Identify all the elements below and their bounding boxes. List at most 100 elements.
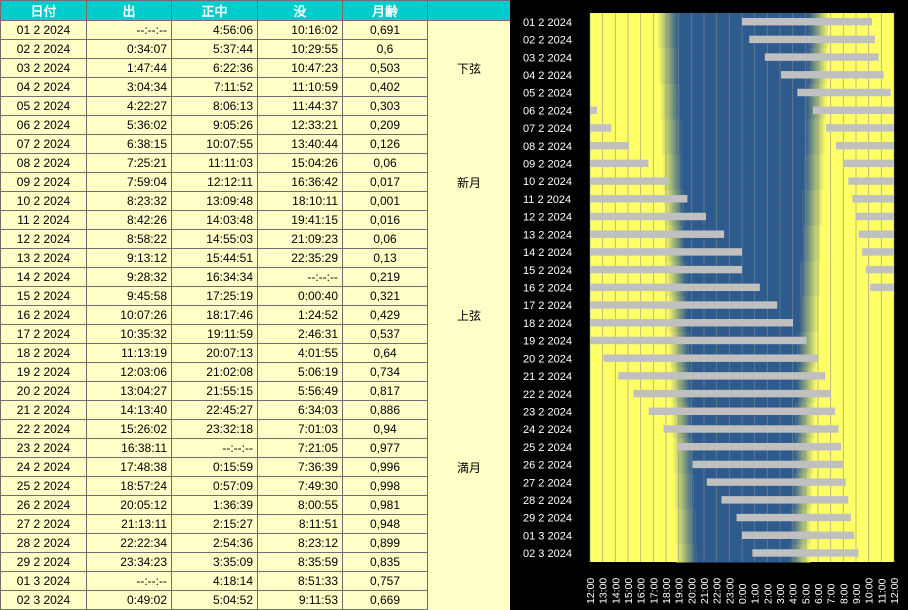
- cell-date[interactable]: 29 2 2024: [0, 552, 87, 572]
- cell-date[interactable]: 21 2 2024: [0, 400, 87, 420]
- cell-moon-age[interactable]: 0,001: [342, 191, 428, 211]
- cell-transit[interactable]: 10:07:55: [171, 134, 258, 154]
- cell-rise[interactable]: 9:45:58: [86, 286, 172, 306]
- cell-set[interactable]: 5:56:49: [257, 381, 343, 401]
- cell-rise[interactable]: 11:13:19: [86, 343, 172, 363]
- cell-phase-event[interactable]: [427, 590, 511, 610]
- cell-phase-event[interactable]: [427, 20, 511, 40]
- cell-moon-age[interactable]: 0,886: [342, 400, 428, 420]
- cell-moon-age[interactable]: 0,537: [342, 324, 428, 344]
- cell-rise[interactable]: 22:22:34: [86, 533, 172, 553]
- cell-transit[interactable]: 22:45:27: [171, 400, 258, 420]
- cell-phase-event[interactable]: [427, 267, 511, 287]
- cell-set[interactable]: 8:11:51: [257, 514, 343, 534]
- cell-date[interactable]: 01 2 2024: [0, 20, 87, 40]
- cell-rise[interactable]: 7:25:21: [86, 153, 172, 173]
- cell-moon-age[interactable]: 0,948: [342, 514, 428, 534]
- cell-moon-age[interactable]: 0,757: [342, 571, 428, 591]
- cell-phase-event[interactable]: 満月: [427, 457, 511, 477]
- cell-set[interactable]: 0:00:40: [257, 286, 343, 306]
- cell-transit[interactable]: 4:56:06: [171, 20, 258, 40]
- cell-date[interactable]: 12 2 2024: [0, 229, 87, 249]
- cell-set[interactable]: 5:06:19: [257, 362, 343, 382]
- cell-transit[interactable]: 0:57:09: [171, 476, 258, 496]
- cell-transit[interactable]: 14:03:48: [171, 210, 258, 230]
- header-transit[interactable]: 正中: [171, 0, 258, 21]
- cell-transit[interactable]: 3:35:09: [171, 552, 258, 572]
- cell-set[interactable]: 4:01:55: [257, 343, 343, 363]
- cell-rise[interactable]: 16:38:11: [86, 438, 172, 458]
- cell-date[interactable]: 17 2 2024: [0, 324, 87, 344]
- cell-moon-age[interactable]: 0,899: [342, 533, 428, 553]
- cell-phase-event[interactable]: [427, 571, 511, 591]
- cell-date[interactable]: 15 2 2024: [0, 286, 87, 306]
- cell-transit[interactable]: 20:07:13: [171, 343, 258, 363]
- cell-phase-event[interactable]: [427, 77, 511, 97]
- cell-rise[interactable]: 17:48:38: [86, 457, 172, 477]
- cell-phase-event[interactable]: 上弦: [427, 305, 511, 325]
- cell-phase-event[interactable]: [427, 343, 511, 363]
- cell-set[interactable]: 18:10:11: [257, 191, 343, 211]
- cell-date[interactable]: 08 2 2024: [0, 153, 87, 173]
- cell-phase-event[interactable]: [427, 419, 511, 439]
- cell-set[interactable]: 10:16:02: [257, 20, 343, 40]
- cell-set[interactable]: 8:35:59: [257, 552, 343, 572]
- cell-date[interactable]: 04 2 2024: [0, 77, 87, 97]
- cell-set[interactable]: 6:34:03: [257, 400, 343, 420]
- cell-phase-event[interactable]: [427, 229, 511, 249]
- cell-date[interactable]: 13 2 2024: [0, 248, 87, 268]
- cell-phase-event[interactable]: [427, 153, 511, 173]
- cell-transit[interactable]: 11:11:03: [171, 153, 258, 173]
- cell-set[interactable]: 7:01:03: [257, 419, 343, 439]
- cell-phase-event[interactable]: [427, 476, 511, 496]
- cell-date[interactable]: 26 2 2024: [0, 495, 87, 515]
- cell-moon-age[interactable]: 0,734: [342, 362, 428, 382]
- cell-transit[interactable]: 19:11:59: [171, 324, 258, 344]
- cell-date[interactable]: 25 2 2024: [0, 476, 87, 496]
- cell-date[interactable]: 11 2 2024: [0, 210, 87, 230]
- header-date[interactable]: 日付: [0, 0, 87, 21]
- cell-date[interactable]: 16 2 2024: [0, 305, 87, 325]
- cell-set[interactable]: 19:41:15: [257, 210, 343, 230]
- cell-moon-age[interactable]: 0,13: [342, 248, 428, 268]
- cell-moon-age[interactable]: 0,209: [342, 115, 428, 135]
- cell-moon-age[interactable]: 0,303: [342, 96, 428, 116]
- cell-transit[interactable]: 21:02:08: [171, 362, 258, 382]
- cell-set[interactable]: 1:24:52: [257, 305, 343, 325]
- cell-set[interactable]: 10:29:55: [257, 39, 343, 59]
- cell-moon-age[interactable]: 0,691: [342, 20, 428, 40]
- cell-rise[interactable]: 21:13:11: [86, 514, 172, 534]
- cell-phase-event[interactable]: [427, 362, 511, 382]
- cell-phase-event[interactable]: [427, 286, 511, 306]
- cell-date[interactable]: 02 2 2024: [0, 39, 87, 59]
- cell-rise[interactable]: 8:23:32: [86, 191, 172, 211]
- cell-date[interactable]: 10 2 2024: [0, 191, 87, 211]
- cell-phase-event[interactable]: [427, 248, 511, 268]
- cell-moon-age[interactable]: 0,126: [342, 134, 428, 154]
- cell-rise[interactable]: --:--:--: [86, 571, 172, 591]
- cell-moon-age[interactable]: 0,321: [342, 286, 428, 306]
- cell-date[interactable]: 05 2 2024: [0, 96, 87, 116]
- cell-date[interactable]: 19 2 2024: [0, 362, 87, 382]
- header-rise[interactable]: 出: [86, 0, 172, 21]
- cell-moon-age[interactable]: 0,64: [342, 343, 428, 363]
- cell-rise[interactable]: 9:13:12: [86, 248, 172, 268]
- cell-rise[interactable]: 9:28:32: [86, 267, 172, 287]
- cell-rise[interactable]: 20:05:12: [86, 495, 172, 515]
- cell-transit[interactable]: 8:06:13: [171, 96, 258, 116]
- cell-rise[interactable]: 8:58:22: [86, 229, 172, 249]
- cell-phase-event[interactable]: 新月: [427, 172, 511, 192]
- cell-rise[interactable]: 10:07:26: [86, 305, 172, 325]
- cell-rise[interactable]: 15:26:02: [86, 419, 172, 439]
- cell-phase-event[interactable]: [427, 381, 511, 401]
- cell-moon-age[interactable]: 0,503: [342, 58, 428, 78]
- cell-set[interactable]: 15:04:26: [257, 153, 343, 173]
- cell-moon-age[interactable]: 0,817: [342, 381, 428, 401]
- cell-date[interactable]: 23 2 2024: [0, 438, 87, 458]
- cell-date[interactable]: 22 2 2024: [0, 419, 87, 439]
- cell-phase-event[interactable]: [427, 495, 511, 515]
- cell-transit[interactable]: 4:18:14: [171, 571, 258, 591]
- cell-rise[interactable]: 0:49:02: [86, 590, 172, 610]
- cell-date[interactable]: 24 2 2024: [0, 457, 87, 477]
- cell-transit[interactable]: --:--:--: [171, 438, 258, 458]
